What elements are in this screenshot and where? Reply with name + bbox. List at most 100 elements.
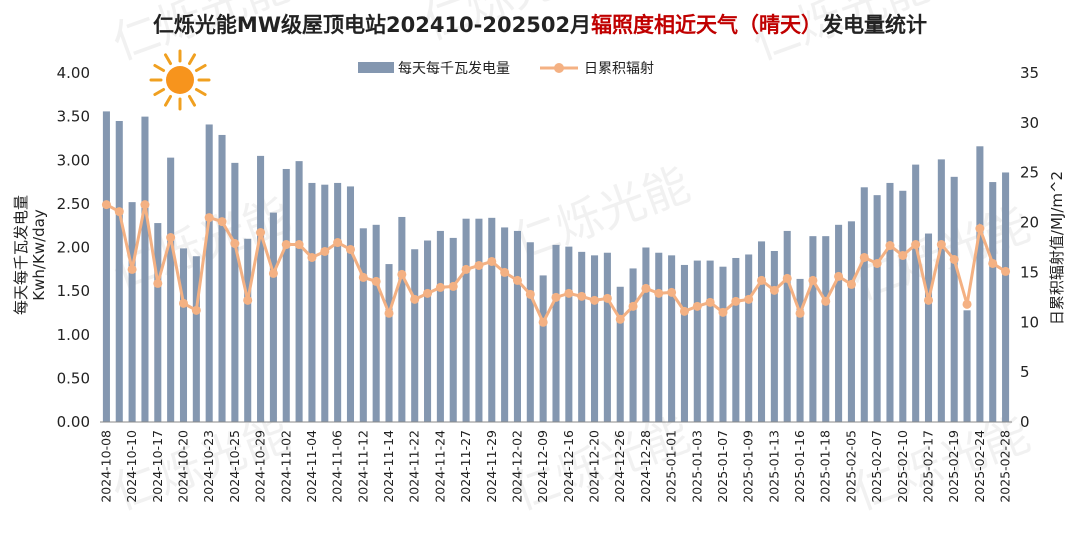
line-series bbox=[101, 200, 1011, 327]
bar bbox=[950, 176, 958, 422]
bar bbox=[642, 247, 650, 422]
bar bbox=[128, 202, 136, 422]
line-point bbox=[821, 296, 831, 306]
x-tick-label: 2024-10-20 bbox=[175, 430, 190, 503]
line-point bbox=[679, 306, 689, 316]
bar bbox=[1002, 172, 1010, 422]
line-point bbox=[384, 308, 394, 318]
line-point bbox=[140, 200, 150, 210]
bar bbox=[552, 244, 560, 422]
line-point bbox=[795, 308, 805, 318]
line-point bbox=[602, 293, 612, 303]
line-point bbox=[397, 269, 407, 279]
line-point bbox=[217, 217, 227, 227]
line-point bbox=[461, 264, 471, 274]
line-point bbox=[538, 317, 548, 327]
line-point bbox=[512, 275, 522, 285]
line-point bbox=[101, 200, 111, 210]
line-point bbox=[371, 276, 381, 286]
x-tick-label: 2024-12-02 bbox=[509, 430, 524, 503]
line-point bbox=[448, 281, 458, 291]
bar bbox=[745, 254, 753, 422]
bar bbox=[603, 252, 611, 422]
bar bbox=[218, 134, 226, 422]
x-tick-label: 2025-01-18 bbox=[818, 430, 833, 503]
line-point bbox=[564, 288, 574, 298]
line-point bbox=[500, 267, 510, 277]
bar bbox=[706, 260, 714, 422]
bar bbox=[179, 248, 188, 422]
line-point bbox=[320, 246, 330, 256]
line-point bbox=[898, 250, 908, 260]
sun-icon bbox=[149, 49, 211, 111]
line-point bbox=[769, 285, 779, 295]
bar bbox=[115, 120, 123, 423]
bar bbox=[989, 182, 997, 422]
y-left-tick-label: 3.50 bbox=[57, 108, 90, 126]
x-tick-label: 2024-10-29 bbox=[253, 430, 268, 503]
bar bbox=[154, 223, 162, 422]
legend: 每天每千瓦发电量 日累积辐射 bbox=[358, 61, 654, 77]
x-tick-label: 2024-12-26 bbox=[612, 430, 627, 503]
bar bbox=[783, 230, 791, 422]
x-tick-label: 2024-11-02 bbox=[278, 430, 293, 503]
y-right-axis: 0 5 10 15 20 25 30 35 bbox=[1020, 64, 1039, 431]
bar bbox=[873, 195, 881, 422]
bar bbox=[141, 116, 149, 422]
sun-ray bbox=[164, 94, 172, 107]
x-tick-label: 2024-12-09 bbox=[535, 430, 550, 503]
line-point bbox=[307, 252, 317, 262]
y-left-axis-label-line2: Kwh/Kw/day bbox=[30, 209, 48, 301]
bar bbox=[205, 124, 213, 422]
bar bbox=[937, 159, 945, 422]
line-point bbox=[808, 275, 818, 285]
bar bbox=[102, 111, 110, 422]
x-tick-label: 2025-01-13 bbox=[766, 430, 781, 503]
bar bbox=[809, 236, 817, 422]
bar bbox=[719, 266, 727, 422]
bar bbox=[822, 236, 830, 422]
x-tick-label: 2025-02-19 bbox=[946, 430, 961, 503]
x-tick-label: 2024-11-29 bbox=[484, 430, 499, 503]
bar bbox=[629, 268, 637, 422]
bar bbox=[424, 240, 432, 422]
x-tick-label: 2024-10-10 bbox=[124, 430, 139, 503]
sun-ray bbox=[194, 88, 207, 96]
watermark-text: 仁烁光能 bbox=[505, 157, 696, 271]
bar bbox=[591, 255, 599, 422]
bar bbox=[539, 275, 547, 422]
x-tick-label: 2025-02-10 bbox=[895, 430, 910, 503]
bar bbox=[655, 252, 663, 422]
y-right-tick-label: 5 bbox=[1020, 363, 1030, 381]
bar bbox=[436, 230, 444, 422]
line-point bbox=[114, 207, 124, 217]
bar bbox=[770, 250, 778, 422]
y-left-axis: 0.00 0.50 1.00 1.50 2.00 2.50 3.00 3.50 4.00 bbox=[57, 64, 90, 431]
x-tick-label: 2025-01-01 bbox=[664, 430, 679, 503]
legend-line-label: 日累积辐射 bbox=[584, 61, 654, 77]
line-point bbox=[615, 314, 625, 324]
x-tick-label: 2025-02-17 bbox=[921, 430, 936, 503]
x-tick-label: 2025-02-28 bbox=[998, 430, 1013, 503]
line-point bbox=[268, 268, 278, 278]
bar bbox=[308, 182, 316, 422]
x-tick-label: 2025-02-07 bbox=[869, 430, 884, 503]
bar bbox=[475, 218, 483, 422]
bar bbox=[449, 237, 457, 422]
line-point bbox=[924, 295, 934, 305]
x-tick-label: 2025-02-05 bbox=[843, 430, 858, 503]
y-right-axis-label: 日累积辐射值/MJ/m^2 bbox=[1048, 171, 1066, 325]
line-point bbox=[885, 241, 895, 251]
x-tick-label: 2025-01-16 bbox=[792, 430, 807, 503]
y-right-tick-label: 0 bbox=[1020, 413, 1030, 431]
sun-ray bbox=[153, 88, 166, 96]
legend-bar-label: 每天每千瓦发电量 bbox=[398, 61, 510, 77]
line-point bbox=[358, 272, 368, 282]
x-tick-label: 2024-11-22 bbox=[407, 430, 422, 503]
bar bbox=[372, 224, 380, 422]
bar bbox=[578, 251, 586, 422]
y-left-tick-label: 2.50 bbox=[57, 195, 90, 213]
x-tick-label: 2025-02-24 bbox=[972, 430, 987, 503]
bar bbox=[398, 216, 406, 422]
